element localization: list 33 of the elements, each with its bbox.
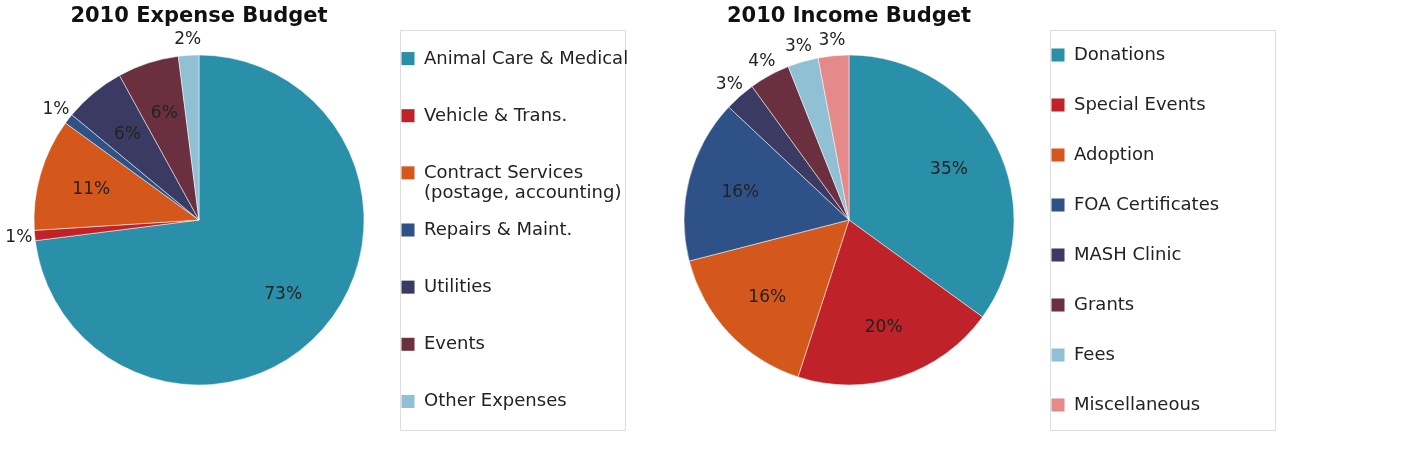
chart-title: 2010 Expense Budget	[70, 3, 328, 27]
legend-label: Utilities	[424, 275, 492, 297]
legend-label: Adoption	[1074, 143, 1155, 164]
legend-label: Contract Services (postage, accounting)	[424, 160, 622, 202]
legend-label: Repairs & Maint.	[424, 218, 573, 239]
data-label: 20%	[864, 315, 903, 336]
data-label: 16%	[748, 285, 787, 306]
data-label: 3%	[785, 35, 812, 56]
legend-label: Fees	[1074, 343, 1115, 364]
data-label: 2%	[174, 28, 202, 49]
data-label: 3%	[715, 73, 743, 94]
data-label: 6%	[113, 122, 141, 143]
data-label: 35%	[930, 158, 968, 179]
legend-label: Miscellaneous	[1074, 393, 1201, 414]
legend-label: Vehicle & Trans.	[424, 103, 568, 125]
data-label: 73%	[264, 283, 303, 304]
legend-label: Other Expenses	[424, 389, 567, 411]
data-label: 6%	[150, 102, 178, 123]
legend-label: MASH Clinic	[1074, 243, 1182, 264]
data-label: 3%	[818, 28, 846, 49]
chart-title: 2010 Income Budget	[726, 3, 972, 27]
pie-slice	[35, 54, 365, 386]
legend-label: Grants	[1074, 293, 1135, 314]
data-label: 11%	[72, 177, 111, 198]
data-label: 1%	[5, 226, 33, 247]
legend-label: Special Events	[1074, 93, 1206, 114]
data-label: 16%	[721, 181, 760, 202]
legend-label: Animal Care & Medical	[424, 46, 629, 68]
legend-label: Donations	[1074, 43, 1166, 64]
data-label: 4%	[748, 50, 776, 71]
legend-label: FOA Certificates	[1074, 193, 1220, 214]
data-label: 1%	[42, 98, 70, 119]
legend-label: Events	[424, 332, 485, 354]
